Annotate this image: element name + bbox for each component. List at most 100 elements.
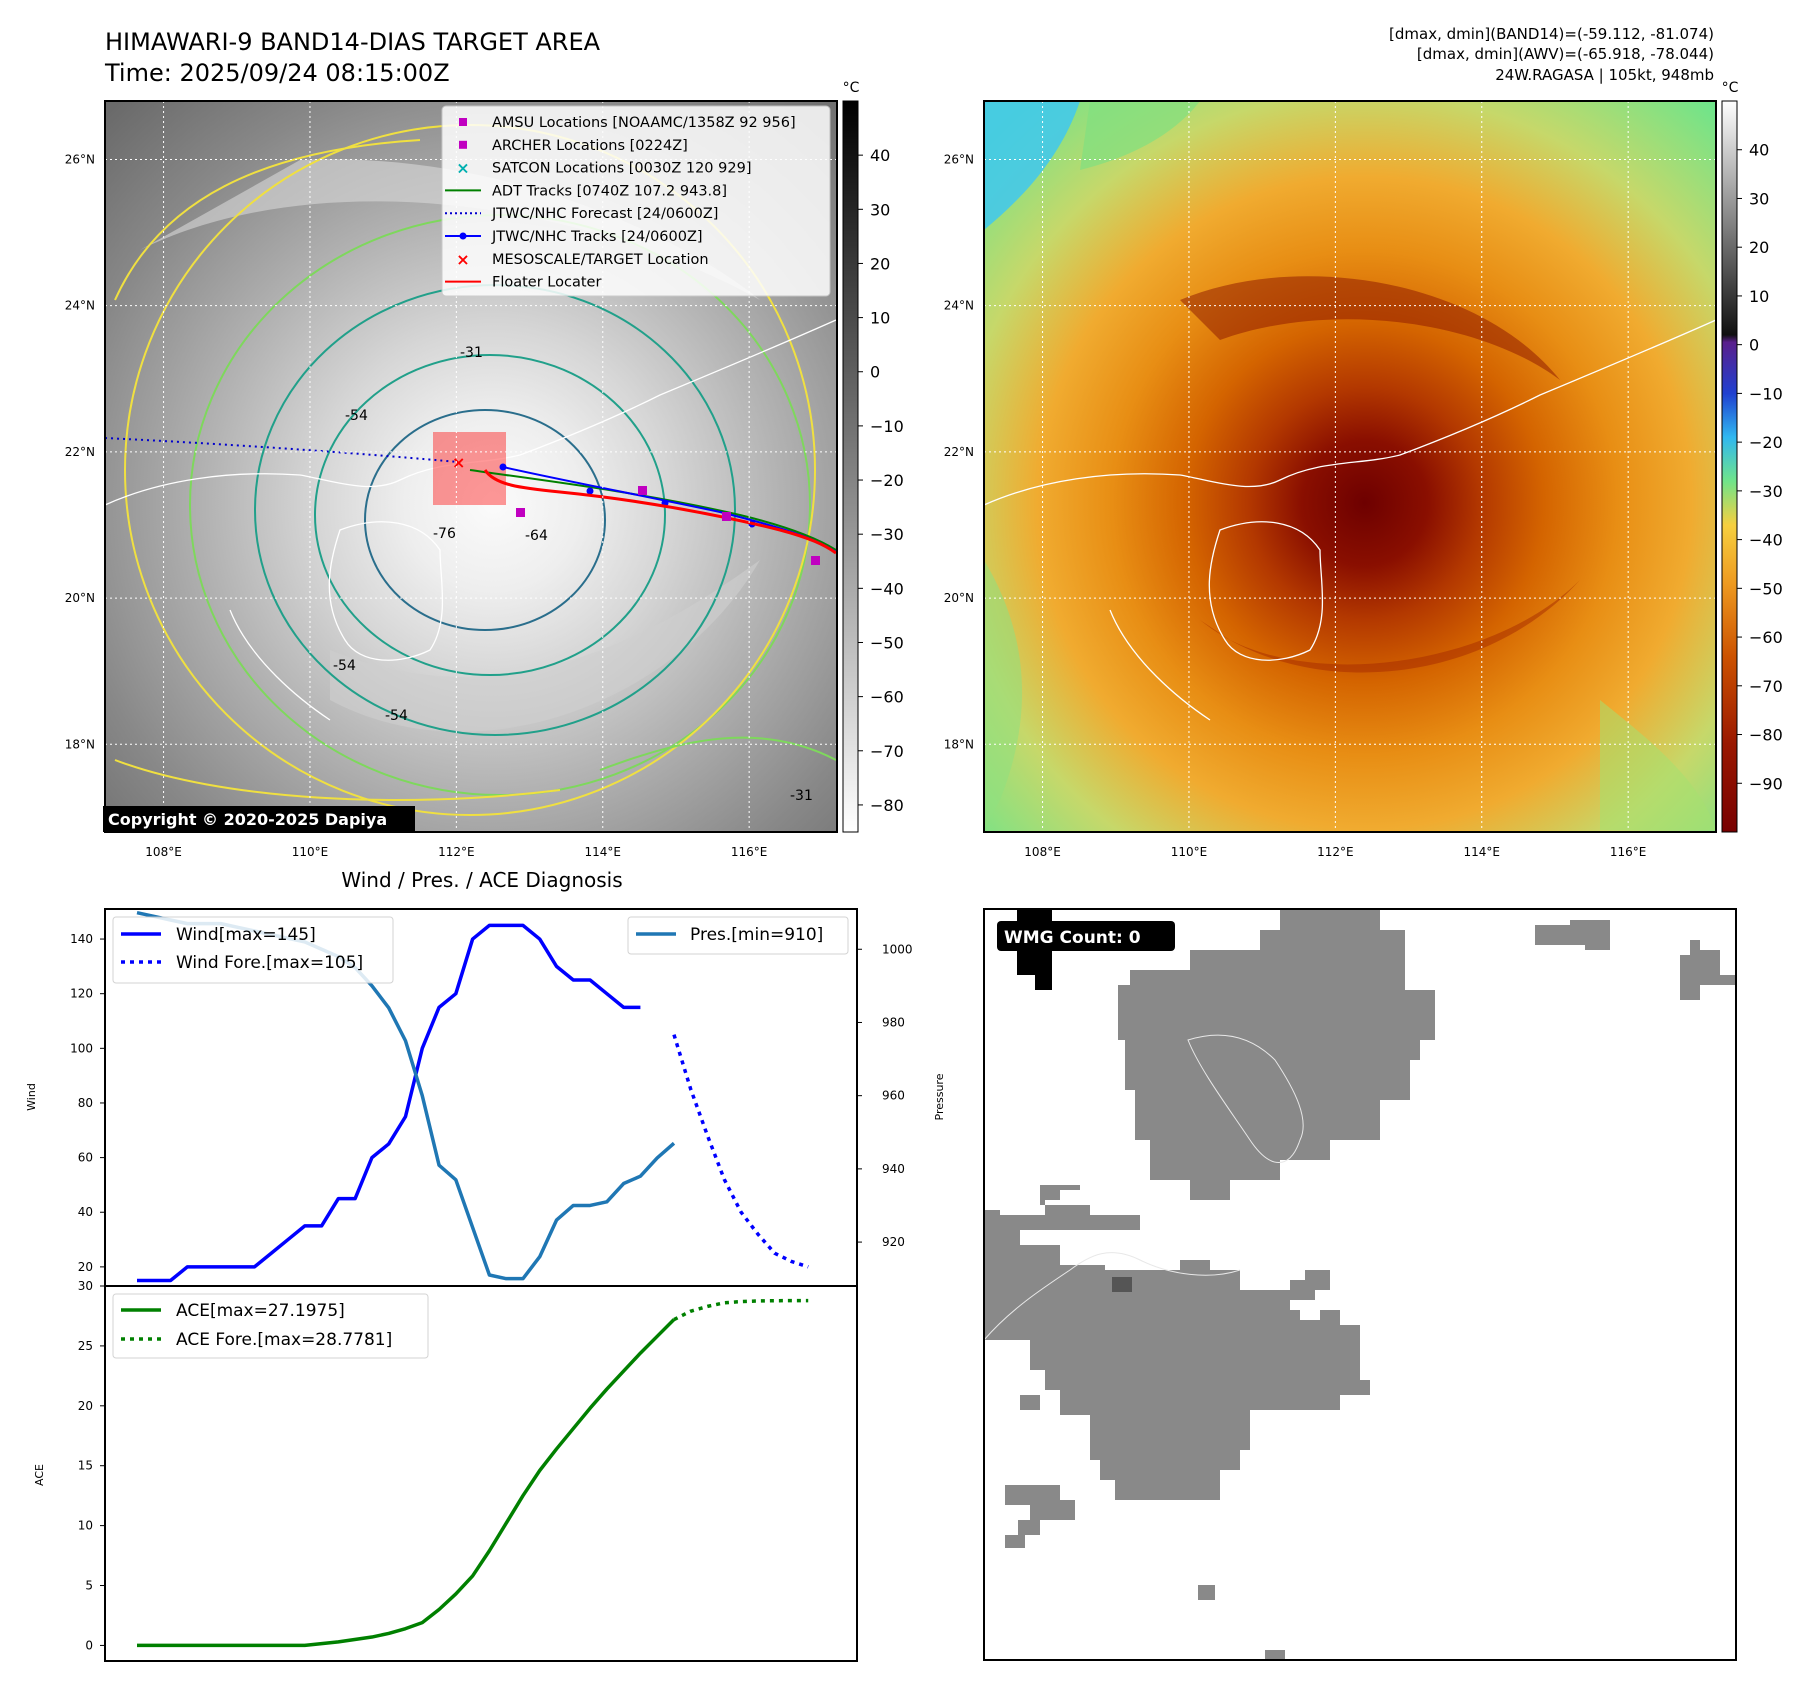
series-line-0 xyxy=(137,1318,676,1648)
colorbar-tick-label: −30 xyxy=(870,525,904,544)
enhanced-map-grid xyxy=(984,101,1716,832)
lon-tick-label: 114°E xyxy=(585,845,622,859)
contour-label: -31 xyxy=(460,345,483,361)
y-tick-label: 10 xyxy=(78,1519,93,1533)
y-tick-label: 5 xyxy=(85,1579,93,1593)
wmg-coastline xyxy=(983,1034,1304,1341)
colorbar-tick-label: −10 xyxy=(1749,384,1783,403)
y-tick-label: 20 xyxy=(78,1260,93,1274)
y-tick-label: 0 xyxy=(85,1638,93,1652)
contour-lines xyxy=(114,124,837,816)
colorbar-tick-label: −80 xyxy=(1749,726,1783,745)
colorbar-tick-label: −50 xyxy=(870,633,904,652)
lat-tick-label: 20°N xyxy=(944,591,974,605)
lat-tick-label: 24°N xyxy=(944,299,974,313)
target-x-marker: × xyxy=(452,453,465,472)
pressure-legend-box xyxy=(627,916,849,955)
wind-legend-label: Wind[max=145] xyxy=(176,925,316,945)
contour-label: -64 xyxy=(525,528,548,544)
wmg-count-badge xyxy=(997,921,1175,951)
legend-marker: × xyxy=(456,250,469,269)
y-right-tick-label: 980 xyxy=(882,1015,905,1029)
legend-marker xyxy=(459,140,467,149)
contour-label-group: -31 -54 -64 -76 -54 -31 -54 xyxy=(333,345,813,804)
lon-tick-label: 108°E xyxy=(1024,845,1061,859)
enhanced-colorbar: °C 40 30 20 10 0 −10 −20 −30 −40 −50 −60 −70 −80 −90 xyxy=(1721,80,1783,833)
colorbar-tick-label: −30 xyxy=(1749,482,1783,501)
legend-label: AMSU Locations [NOAAMC/1358Z 92 956] xyxy=(492,115,796,131)
wmg-panel: WMG Count: 0 xyxy=(983,908,1737,1661)
colorbar-tick-label: −20 xyxy=(1749,433,1783,452)
legend-label: JTWC/NHC Tracks [24/0600Z] xyxy=(491,229,703,245)
map-legend: AMSU Locations [NOAAMC/1358Z 92 956] ARCH… xyxy=(441,105,831,297)
wmg-frame xyxy=(983,908,1737,1661)
legend-label: SATCON Locations [0030Z 120 929] xyxy=(492,161,751,177)
colorbar-tick-label: −40 xyxy=(870,579,904,598)
ir-colorbar-unit: °C xyxy=(843,80,860,96)
legend-marker: × xyxy=(456,159,469,178)
lon-tick-label: 114°E xyxy=(1464,845,1501,859)
colorbar-tick-label: 0 xyxy=(1749,336,1759,355)
info-band14: [dmax, dmin](BAND14)=(-59.112, -81.074) xyxy=(1389,25,1714,43)
ir-map-panel: -31 -54 -64 -76 -54 -31 -54 xyxy=(65,100,838,859)
colorbar-tick-label: −10 xyxy=(870,417,904,436)
lat-tick-label: 20°N xyxy=(65,591,95,605)
contour-label: -54 xyxy=(385,708,408,724)
legend-box xyxy=(441,105,831,297)
legend-marker xyxy=(459,118,467,126)
colorbar-tick-label: −50 xyxy=(1749,579,1783,598)
ir-colorbar: °C 40 30 20 10 0 −10 −20 −30 −40 −50 −60 −70 −80 xyxy=(842,80,904,833)
colorbar-tick-label: −70 xyxy=(1749,677,1783,696)
colorbar-tick-label: 30 xyxy=(1749,189,1769,208)
colorbar-tick-label: −60 xyxy=(1749,628,1783,647)
colorbar-tick-label: 0 xyxy=(870,363,880,382)
pressure-axis-label: Pressure xyxy=(933,1073,946,1120)
ace-legend-label: ACE[max=27.1975] xyxy=(176,1301,345,1321)
enhanced-imagery xyxy=(984,101,1716,832)
lon-tick-label: 112°E xyxy=(1317,845,1354,859)
colorbar-tick-label: −90 xyxy=(1749,774,1783,793)
colorbar-tick-label: −80 xyxy=(870,796,904,815)
copyright-text: Copyright © 2020-2025 Dapiya xyxy=(108,810,387,829)
y-tick-label: 40 xyxy=(78,1205,93,1219)
contour-label: -54 xyxy=(333,658,356,674)
enhanced-map-frame xyxy=(983,100,1717,833)
y-tick-label: 25 xyxy=(78,1339,93,1353)
colorbar-tick-label: 20 xyxy=(1749,238,1769,257)
lat-tick-label: 24°N xyxy=(65,299,95,313)
colorbar-tick-label: 40 xyxy=(870,146,890,165)
colorbar-tick-label: −70 xyxy=(870,742,904,761)
lat-tick-label: 26°N xyxy=(944,152,974,166)
y-tick-label: 60 xyxy=(78,1151,93,1165)
y-tick-label: 100 xyxy=(70,1041,93,1055)
ace-chart: 0 5 10 15 20 25 30 ACE ACE[max=27.1975] ACE Fo… xyxy=(33,1279,858,1662)
y-tick-label: 15 xyxy=(78,1459,93,1473)
lat-tick-label: 22°N xyxy=(65,445,95,459)
diagnosis-title: Wind / Pres. / ACE Diagnosis xyxy=(341,868,622,892)
wmg-dark-cell xyxy=(1112,1277,1132,1292)
contour-label: -31 xyxy=(790,788,813,804)
ir-colorbar-bar xyxy=(842,100,859,833)
lon-tick-label: 110°E xyxy=(1171,845,1208,859)
lat-tick-label: 22°N xyxy=(944,445,974,459)
wmg-cloud-mask xyxy=(984,909,1736,1660)
ace-legend-box xyxy=(112,1293,429,1359)
wind-axis-label: Wind xyxy=(25,1083,38,1111)
info-storm: 24W.RAGASA | 105kt, 948mb xyxy=(1495,66,1714,84)
wind-forecast-legend-label: Wind Fore.[max=105] xyxy=(176,953,363,973)
colorbar-tick-label: −20 xyxy=(870,471,904,490)
colorbar-tick-label: −60 xyxy=(870,688,904,707)
amsu-archer-markers xyxy=(516,486,820,565)
coastline xyxy=(105,319,837,721)
colorbar-tick-label: −40 xyxy=(1749,531,1783,550)
lat-tick-label: 18°N xyxy=(65,737,95,751)
legend-label: JTWC/NHC Forecast [24/0600Z] xyxy=(491,206,718,222)
wind-legend-box xyxy=(112,916,394,984)
info-awv: [dmax, dmin](AWV)=(-65.918, -78.044) xyxy=(1417,45,1714,63)
ir-map-frame xyxy=(104,100,838,833)
copyright-box xyxy=(103,806,415,832)
y-tick-label: 20 xyxy=(78,1399,93,1413)
colorbar-tick-label: 30 xyxy=(870,200,890,219)
pressure-legend-label: Pres.[min=910] xyxy=(690,925,823,945)
legend-marker-dot xyxy=(459,232,467,240)
